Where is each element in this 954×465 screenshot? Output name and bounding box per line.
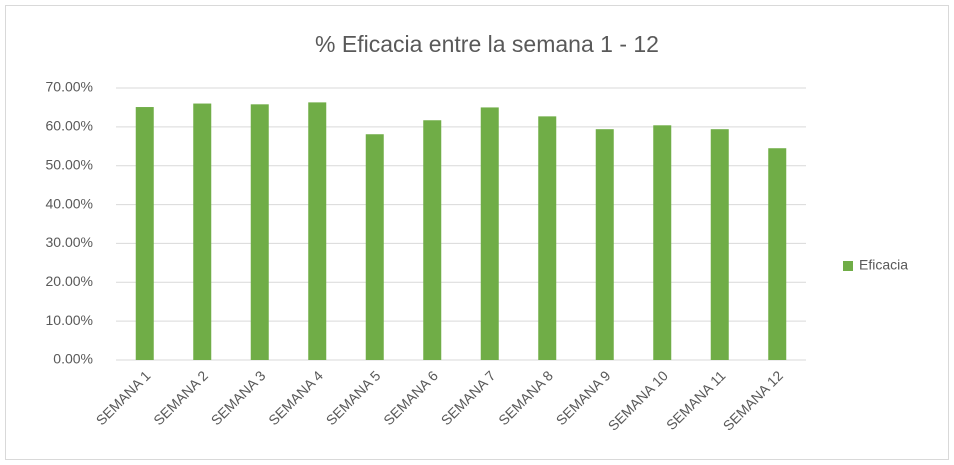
y-tick-label: 60.00% [46,118,93,134]
y-tick-label: 40.00% [46,195,93,211]
legend-label: Eficacia [859,257,908,273]
bar [250,104,269,360]
y-tick-label: 30.00% [46,234,93,250]
chart-border [5,5,949,460]
bar [365,134,384,360]
bar [710,129,729,360]
bar [480,107,499,360]
legend-swatch [843,261,853,271]
y-tick-label: 0.00% [53,351,93,367]
bar [595,129,614,360]
y-tick-label: 10.00% [46,312,93,328]
y-tick-label: 70.00% [46,79,93,95]
bar [193,103,212,361]
bar [308,102,327,361]
bar [135,107,154,360]
bar [768,148,787,360]
bar [653,125,672,360]
y-tick-label: 20.00% [46,273,93,289]
bar [423,120,442,360]
chart-title: % Eficacia entre la semana 1 - 12 [315,31,659,57]
y-tick-label: 50.00% [46,156,93,172]
bar [538,116,557,360]
